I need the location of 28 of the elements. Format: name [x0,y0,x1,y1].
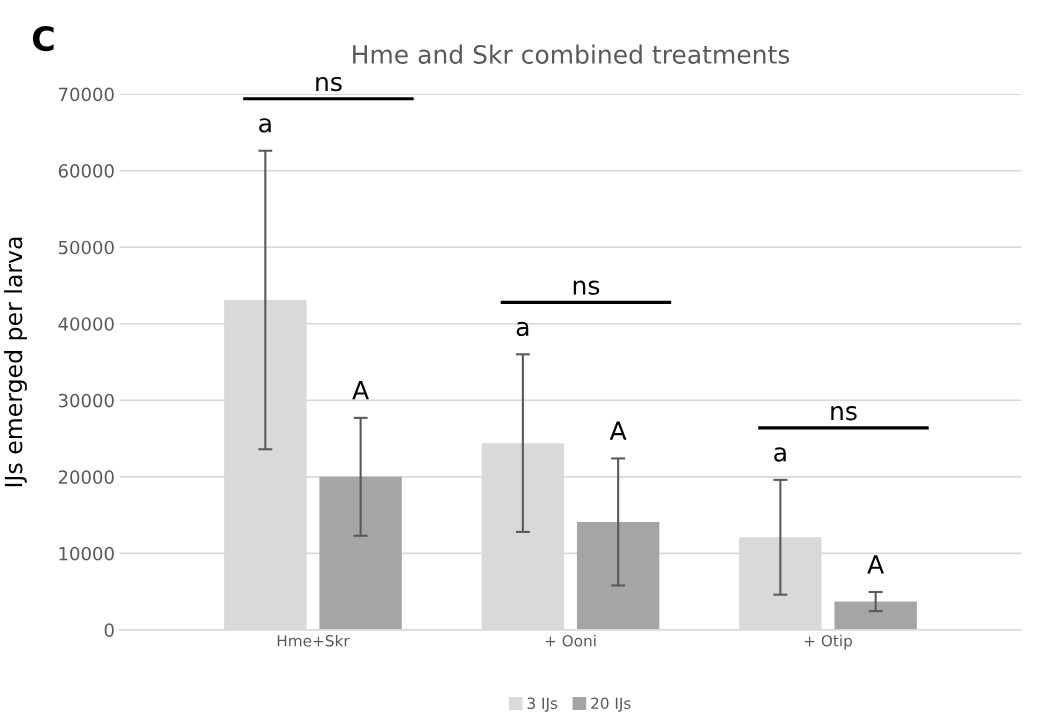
y-tick-label: 40000 [58,317,114,331]
bar [319,476,402,630]
annotation: A [609,421,627,440]
y-tick-label: 30000 [58,393,114,408]
legend-label: 20 IJs [591,697,631,712]
annotation: a [516,321,529,337]
annotation: ns [573,280,600,295]
legend-label: 3 IJs [527,697,558,712]
y-tick-label: 50000 [58,240,114,255]
chart-title: Hme and Skr combined treatments [353,44,790,64]
x-tick-label: + Otip [804,634,852,650]
text: ns [316,76,342,92]
text: C [32,25,54,52]
y-tick-label: 60000 [58,164,114,178]
x-tick-label: Hme+Skr [277,634,350,647]
bar [576,521,660,630]
annotation: A [867,555,884,574]
y-tick-label: 70000 [59,87,114,102]
y-tick-label: 20000 [58,470,114,484]
y-tick-label: 10000 [59,546,114,561]
y-axis-title: IJs emerged per larva [4,237,27,487]
annotation: ns [831,406,857,421]
annotation: a [259,118,271,133]
y-tick-label: 0 [104,623,114,637]
annotation: A [352,381,369,400]
x-tick-label: + Ooni [545,634,596,647]
annotation: a [774,447,786,462]
bar [834,601,917,630]
